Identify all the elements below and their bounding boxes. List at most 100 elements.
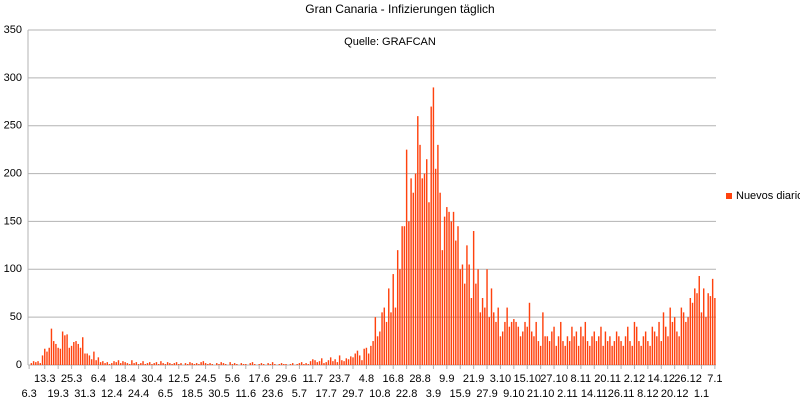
bar (640, 345, 642, 365)
bar (669, 307, 671, 365)
x-tick-label: 15.9 (450, 388, 471, 400)
bar (506, 307, 508, 365)
bar (394, 307, 397, 365)
bar (459, 269, 461, 365)
x-tick-label: 28.8 (409, 373, 430, 385)
bar (542, 312, 544, 365)
bar (644, 331, 647, 365)
bar (142, 361, 144, 365)
bar (604, 331, 607, 365)
bar (689, 298, 692, 365)
bar (691, 302, 694, 365)
bar (439, 192, 441, 365)
bar (405, 149, 408, 365)
bar (41, 355, 44, 365)
bar (665, 326, 667, 365)
bar (530, 331, 533, 365)
bar (602, 345, 604, 365)
bar (280, 363, 283, 365)
bar (593, 331, 595, 365)
bar (144, 364, 146, 365)
bar (37, 361, 39, 365)
bar (258, 364, 260, 365)
bar (388, 288, 390, 365)
bar (568, 341, 571, 365)
x-tick-label: 18.5 (181, 388, 202, 400)
bar (35, 362, 37, 365)
bar (169, 363, 171, 365)
bar (278, 364, 281, 365)
bar (589, 345, 591, 365)
bar (667, 336, 669, 365)
bar (571, 326, 573, 365)
bar (627, 326, 629, 365)
bar (600, 326, 602, 365)
bar (251, 362, 254, 365)
bar (620, 341, 622, 365)
bar (510, 321, 513, 365)
bar (39, 363, 42, 365)
bar (345, 358, 348, 365)
bar (242, 364, 245, 365)
x-tick-label: 20.11 (594, 373, 621, 385)
bar (135, 362, 138, 365)
bar (557, 336, 560, 365)
bar (162, 363, 164, 365)
bar (437, 144, 439, 365)
bar (122, 361, 124, 365)
bar (694, 288, 696, 365)
bar (468, 264, 470, 365)
bar (446, 207, 448, 365)
bar (399, 269, 401, 365)
bar (711, 278, 714, 365)
bar (548, 341, 551, 365)
bar (68, 347, 71, 365)
bar (410, 178, 412, 365)
bar (119, 363, 122, 365)
bar (180, 363, 182, 365)
x-tick-label: 26.11 (608, 388, 635, 400)
bar (274, 364, 276, 365)
bar (656, 336, 658, 365)
bar (479, 312, 482, 365)
bar (363, 348, 365, 365)
bar (501, 331, 504, 365)
x-tick-label: 15.10 (513, 373, 541, 385)
bar (229, 362, 231, 365)
y-tick-label: 350 (4, 24, 22, 36)
bar (269, 364, 272, 365)
bar (421, 178, 423, 365)
bar (367, 353, 370, 365)
bar (334, 359, 336, 365)
bar (283, 364, 285, 365)
bar (613, 341, 616, 365)
bar (700, 312, 703, 365)
bar (423, 173, 426, 365)
bar (372, 341, 374, 365)
bar (361, 360, 363, 365)
bar (519, 336, 522, 365)
bar (680, 307, 683, 365)
bar (46, 351, 48, 365)
bar (539, 345, 542, 365)
chart-title: Gran Canaria - Infizierungen täglich (305, 2, 494, 16)
y-tick-label: 0 (16, 359, 22, 371)
x-tick-label: 16.8 (383, 373, 404, 385)
bar (584, 321, 587, 365)
bar (59, 348, 62, 365)
bar (522, 331, 524, 365)
x-tick-label: 24.5 (195, 373, 216, 385)
bar (577, 345, 580, 365)
bar (104, 363, 106, 365)
bar (200, 362, 202, 365)
bar (660, 341, 662, 365)
bar (374, 317, 377, 365)
bar (508, 326, 511, 365)
bar (117, 360, 120, 365)
bar (580, 326, 582, 365)
bar (434, 168, 437, 365)
bar (323, 363, 325, 365)
bar (477, 269, 479, 365)
bar (102, 361, 104, 365)
bar (682, 312, 685, 365)
